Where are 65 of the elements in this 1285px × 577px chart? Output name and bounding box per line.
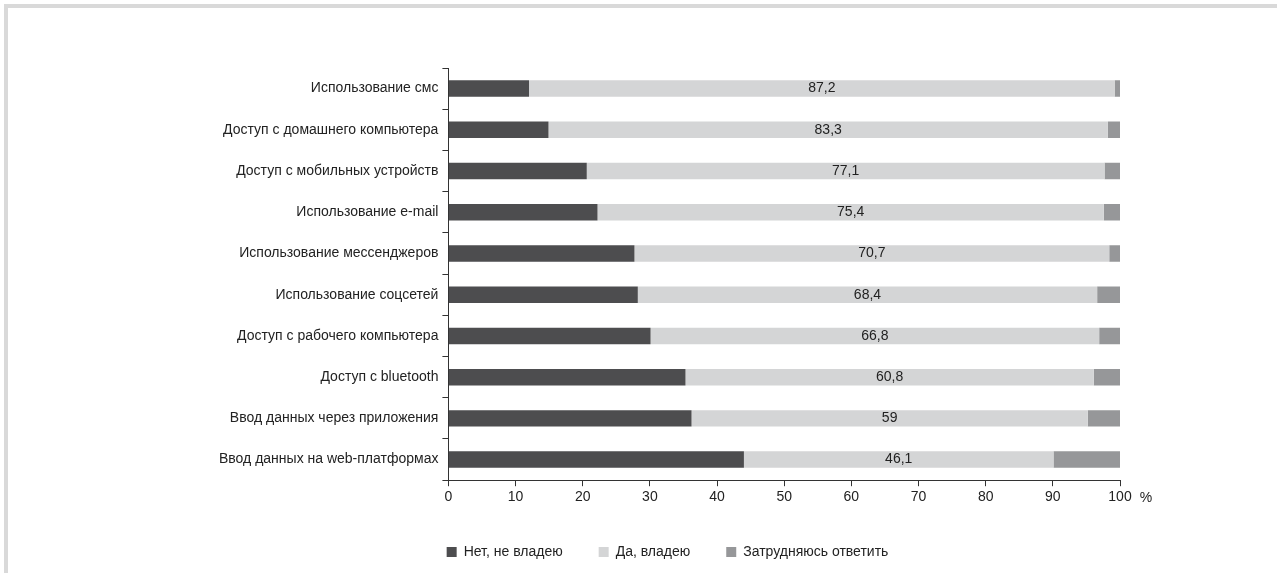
x-tick-label: 80 bbox=[977, 488, 994, 505]
x-tick-label: 40 bbox=[709, 488, 726, 505]
bar bbox=[448, 162, 587, 180]
bar bbox=[637, 286, 1098, 303]
bar bbox=[685, 368, 1094, 386]
data-label: 77,1 bbox=[832, 161, 860, 178]
bar bbox=[586, 162, 1105, 180]
bar bbox=[448, 410, 692, 427]
bar bbox=[1099, 327, 1120, 345]
data-label: 66,8 bbox=[861, 326, 889, 343]
bar bbox=[650, 327, 1100, 345]
bar bbox=[743, 451, 1054, 468]
y-tick-label: Использование e-mail bbox=[296, 203, 439, 220]
bar bbox=[548, 121, 1108, 139]
y-tick-label: Доступ с рабочего компьютера bbox=[237, 326, 439, 343]
data-label: 83,3 bbox=[814, 120, 843, 137]
y-tick-label: Доступ с bluetooth bbox=[320, 368, 439, 385]
y-tick-label: Доступ с мобильных устройств bbox=[236, 161, 439, 178]
y-tick-label: Использование соцсетей bbox=[275, 285, 439, 302]
bar bbox=[1103, 204, 1120, 221]
data-label: 68,4 bbox=[853, 285, 882, 302]
x-tick-label: 70 bbox=[910, 488, 927, 505]
data-label: 87,2 bbox=[808, 79, 836, 96]
x-tick-label: 50 bbox=[776, 488, 793, 505]
y-tick-label: Ввод данных на web-платформах bbox=[219, 450, 439, 467]
x-tick-label: 10 bbox=[507, 488, 524, 505]
y-tick-label: Доступ с домашнего компьютера bbox=[223, 120, 439, 137]
data-label: 75,4 bbox=[837, 203, 865, 220]
bar bbox=[1109, 245, 1120, 262]
x-tick-label: 20 bbox=[574, 488, 591, 505]
data-label: 59 bbox=[881, 409, 898, 426]
bar bbox=[448, 245, 635, 262]
bar bbox=[448, 451, 744, 468]
bar bbox=[1087, 410, 1120, 427]
bar bbox=[448, 121, 549, 139]
legend-label: Нет, не владею bbox=[463, 542, 563, 559]
bar bbox=[634, 245, 1110, 262]
x-tick-label: 60 bbox=[843, 488, 860, 505]
bar bbox=[691, 410, 1088, 427]
y-tick-label: Использование смс bbox=[310, 79, 439, 96]
legend-label: Да, владею bbox=[615, 542, 691, 559]
bar bbox=[1097, 286, 1120, 303]
x-tick-label: 90 bbox=[1045, 488, 1061, 505]
bar bbox=[529, 80, 1115, 97]
bar bbox=[448, 368, 686, 386]
data-label: 70,7 bbox=[858, 244, 886, 261]
bar bbox=[1093, 368, 1120, 386]
x-tick-label: 30 bbox=[642, 488, 658, 505]
data-label: 60,8 bbox=[876, 368, 904, 385]
bar bbox=[448, 80, 530, 97]
y-tick-label: Использование мессенджеров bbox=[239, 244, 439, 261]
bar bbox=[448, 286, 638, 303]
bar bbox=[448, 204, 598, 221]
bar bbox=[1104, 162, 1120, 180]
bar bbox=[1107, 121, 1120, 139]
bar bbox=[1053, 451, 1120, 468]
bar bbox=[448, 327, 651, 345]
y-tick-label: Ввод данных через приложения bbox=[229, 409, 439, 426]
bar bbox=[1114, 80, 1120, 97]
data-label: 46,1 bbox=[885, 450, 913, 467]
x-axis-title: % bbox=[1139, 489, 1153, 506]
x-tick-label: 0 bbox=[444, 488, 453, 505]
bar bbox=[597, 204, 1104, 221]
x-tick-label: 100 bbox=[1108, 488, 1132, 505]
legend-label: Затрудняюсь ответить bbox=[743, 542, 889, 559]
